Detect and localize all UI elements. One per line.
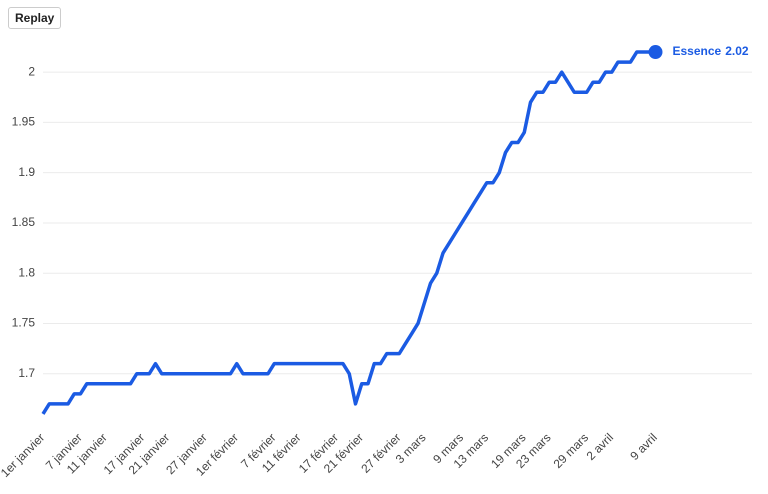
line (41, 50, 656, 415)
y-tick-label: 1.9 (18, 165, 35, 179)
y-tick-label: 1.8 (18, 265, 35, 279)
end-point (648, 45, 663, 60)
x-tick-label: 9 avril (627, 430, 660, 463)
x-tick-label: 2 avril (584, 430, 617, 463)
y-tick-label: 1.95 (12, 115, 36, 129)
y-tick-label: 1.7 (18, 366, 35, 380)
value-label: 2.02 (725, 44, 749, 58)
y-tick-label: 2 (28, 64, 35, 78)
x-tick-label: 1er janvier (0, 430, 47, 480)
y-tick-label: 1.75 (12, 316, 36, 330)
y-tick-label: 1.85 (12, 215, 36, 229)
series-label: Essence (673, 44, 722, 58)
replay-button[interactable]: Replay (8, 7, 62, 29)
